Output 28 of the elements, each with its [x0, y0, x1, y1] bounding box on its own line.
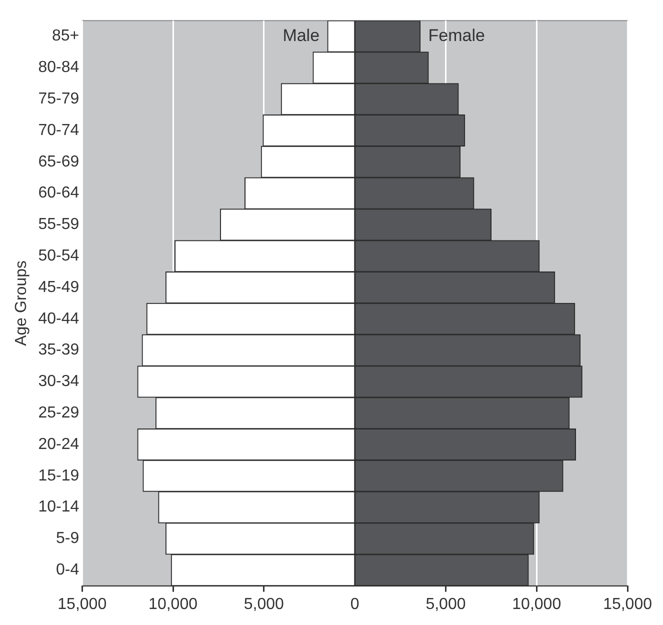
x-tick-label: 15,000	[58, 596, 107, 613]
y-tick-label: 20-24	[38, 436, 80, 453]
series-label: Male	[282, 26, 320, 45]
y-tick-label: 40-44	[38, 310, 80, 328]
y-tick-label: 35-39	[38, 342, 80, 359]
y-tick-label: 30-34	[38, 373, 80, 390]
x-tick-label: 10,000	[148, 596, 198, 613]
y-tick-label: 25-29	[38, 404, 80, 422]
y-tick-label: 60-64	[38, 184, 80, 202]
x-tick-label: 5,000	[244, 596, 284, 613]
series-label: Female	[428, 26, 485, 45]
y-tick-label: 75-79	[38, 90, 80, 108]
y-tick-label: 80-84	[38, 59, 80, 76]
y-tick-label: 70-74	[38, 122, 80, 139]
y-tick-label: 45-49	[38, 278, 80, 296]
x-tick-label: 0	[350, 596, 360, 613]
y-tick-label: 65-69	[38, 153, 80, 170]
x-tick-label: 15,000	[603, 596, 652, 613]
y-tick-label: 50-54	[38, 248, 80, 265]
y-tick-label: 15-19	[38, 467, 80, 484]
y-tick-label: 55-59	[38, 216, 80, 234]
y-tick-label: 10-14	[38, 498, 80, 516]
y-tick-label: 5-9	[56, 530, 80, 548]
y-tick-label: 0-4	[56, 562, 80, 579]
x-tick-label: 5,000	[426, 596, 466, 613]
y-axis-title: Age Groups	[13, 260, 30, 346]
y-tick-label: 85+	[52, 28, 80, 45]
x-tick-label: 10,000	[512, 596, 562, 613]
